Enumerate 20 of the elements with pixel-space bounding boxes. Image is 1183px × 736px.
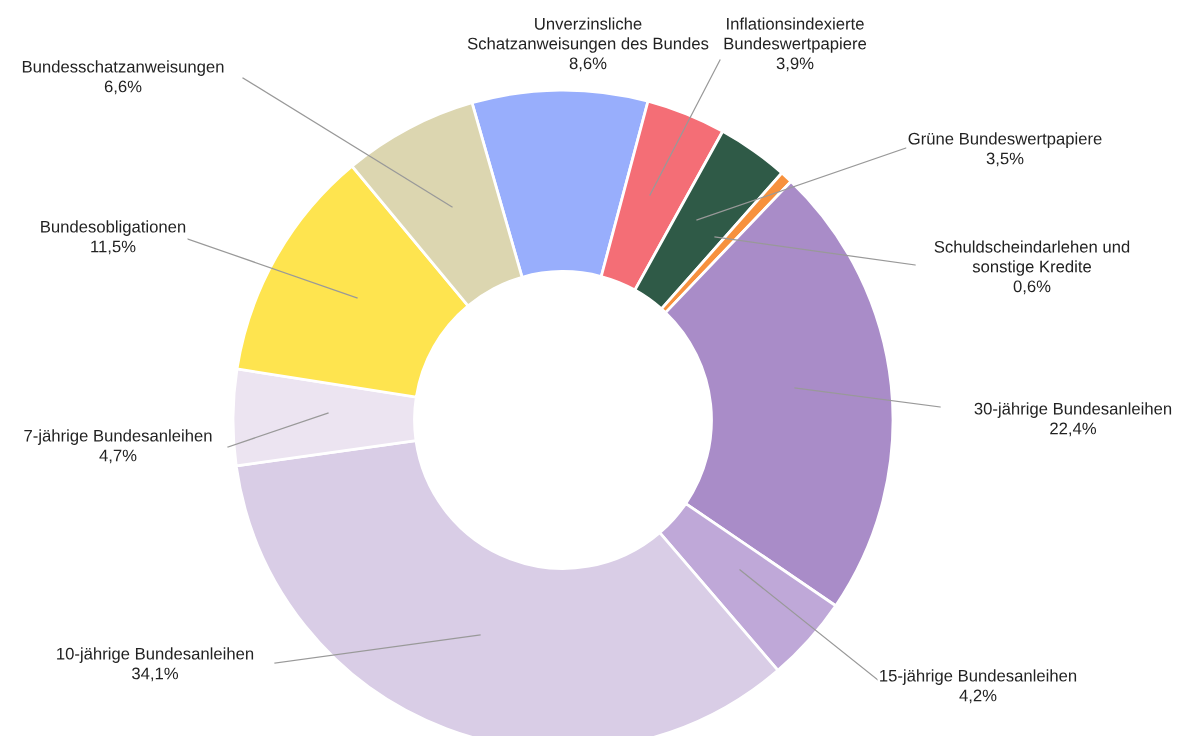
- data-label: 3,9%: [776, 57, 814, 72]
- data-label: 22,4%: [1050, 422, 1097, 437]
- data-label: 11,5%: [91, 240, 136, 255]
- slice-label: 7-jährige Bundesanleihen: [24, 429, 212, 445]
- data-label: 6,6%: [104, 80, 142, 95]
- slice-label: Bundesobligationen: [41, 220, 186, 236]
- data-label: 34,1%: [132, 667, 179, 682]
- data-label: 4,2%: [959, 689, 997, 704]
- data-label: 3,5%: [986, 152, 1024, 167]
- data-label: 0,6%: [1013, 280, 1051, 295]
- slice-label: Bundesschatzanweisungen: [22, 60, 224, 76]
- slice-label: 15-jährige Bundesanleihen: [880, 669, 1077, 685]
- slice-label: 30-jährige Bundesanleihen: [974, 402, 1172, 418]
- slice-label: Inflationsindexierte Bundeswertpapiere: [724, 17, 867, 53]
- slice-label: Grüne Bundeswertpapiere: [908, 132, 1102, 148]
- slice-label: 10-jährige Bundesanleihen: [57, 647, 254, 663]
- slice-label: Schuldscheindarlehen und sonstige Kredite: [934, 240, 1130, 276]
- slice-label: Unverzinsliche Schatzanweisungen des Bundes: [467, 17, 709, 53]
- data-label: 4,7%: [99, 449, 137, 464]
- data-label: 8,6%: [569, 57, 607, 72]
